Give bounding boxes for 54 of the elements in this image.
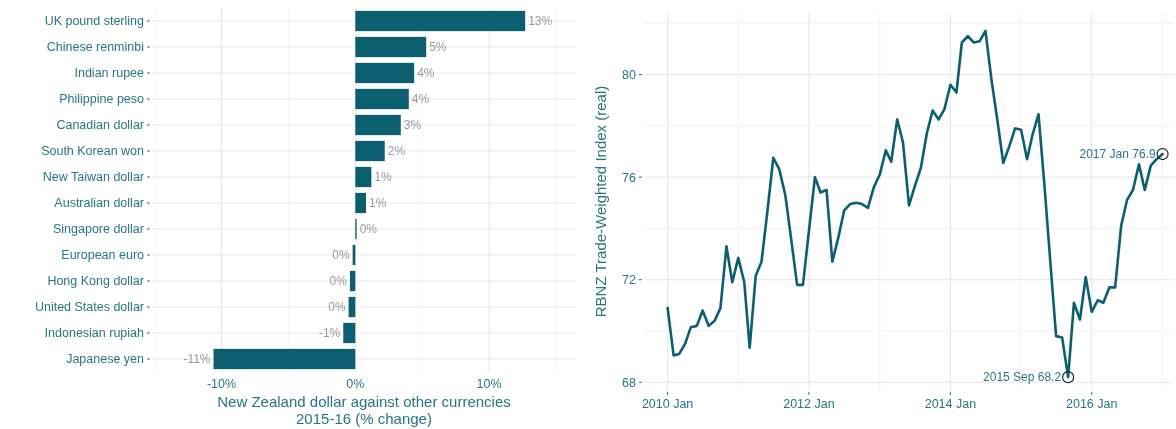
- data-label: 2%: [387, 144, 406, 159]
- y-tick-label: UK pound sterling: [44, 14, 145, 29]
- data-label: 1%: [369, 196, 387, 211]
- bar: [355, 166, 372, 188]
- y-tick-label: Australian dollar: [54, 196, 144, 211]
- x-tick-label: 0%: [346, 377, 365, 391]
- x-axis-title: New Zealand dollar against other currencies 2015-16 (% change): [217, 393, 511, 427]
- data-label: 3%: [403, 118, 422, 133]
- bar: [355, 192, 367, 214]
- data-label: -11%: [183, 352, 211, 367]
- bar: [355, 114, 401, 136]
- data-label: 0%: [329, 274, 348, 289]
- bar: [355, 36, 427, 58]
- data-label: 13%: [528, 14, 553, 29]
- y-tick-label: 72: [622, 273, 637, 288]
- x-tick-label: -10%: [206, 377, 237, 391]
- y-tick-label: 80: [622, 67, 637, 82]
- y-tick-label: Chinese renminbi: [46, 40, 144, 55]
- bar: [349, 270, 356, 292]
- bar: [343, 322, 356, 344]
- data-label: -1%: [318, 326, 341, 341]
- y-tick-label: New Taiwan dollar: [42, 170, 144, 185]
- data-label: 0%: [332, 248, 350, 263]
- data-label: 0%: [359, 222, 378, 237]
- annotation: 2015 Sep 68.2: [983, 370, 1062, 385]
- y-tick-label: South Korean won: [41, 144, 145, 159]
- x-tick-label: 2014 Jan: [924, 397, 977, 411]
- y-tick-label: European euro: [61, 248, 145, 263]
- x-tick-label: 2012 Jan: [783, 397, 835, 411]
- x-tick-label: 2016 Jan: [1066, 397, 1118, 411]
- y-tick-label: Indonesian rupiah: [44, 326, 145, 341]
- data-label: 1%: [374, 170, 393, 185]
- bar: [213, 348, 356, 370]
- y-tick-label: Japanese yen: [66, 352, 145, 367]
- bar: [355, 140, 385, 162]
- y-tick-label: Indian rupee: [74, 66, 145, 81]
- y-axis-title: RBNZ Trade-Weighted Index (real): [592, 85, 609, 318]
- x-tick-label: 10%: [476, 377, 502, 391]
- x-tick-label: 2010 Jan: [641, 397, 694, 411]
- y-tick-label: Canadian dollar: [56, 118, 144, 133]
- bar: [355, 62, 415, 84]
- data-label: 4%: [411, 92, 430, 107]
- data-label: 4%: [417, 66, 435, 81]
- data-label: 5%: [429, 40, 447, 55]
- bar: [355, 88, 409, 110]
- y-tick-label: Hong Kong dollar: [47, 274, 144, 289]
- y-tick-label: 76: [622, 170, 637, 185]
- data-label: 0%: [328, 300, 346, 315]
- y-tick-label: 68: [622, 375, 637, 390]
- annotation: 2017 Jan 76.9: [1079, 147, 1156, 162]
- bar: [355, 10, 526, 32]
- y-tick-label: Philippine peso: [59, 92, 145, 107]
- y-tick-label: United States dollar: [34, 300, 144, 315]
- y-tick-label: Singapore dollar: [52, 222, 144, 237]
